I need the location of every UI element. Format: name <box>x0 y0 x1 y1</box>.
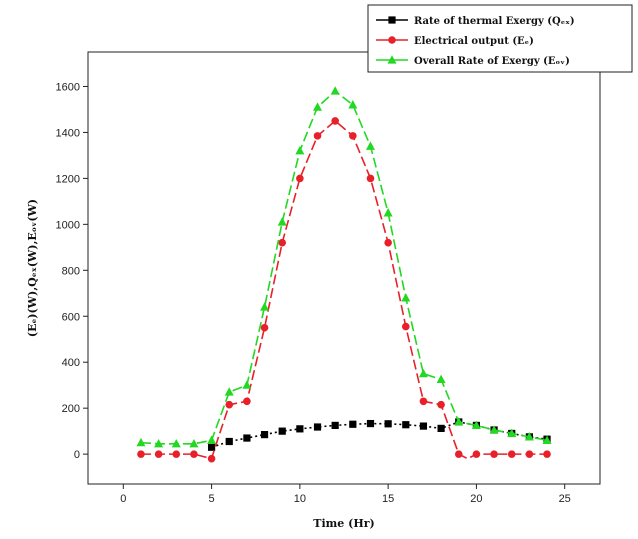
point-overall-exergy-1 <box>154 438 164 448</box>
point-electrical-output-6 <box>225 400 234 409</box>
point-overall-exergy-0 <box>136 437 146 447</box>
point-electrical-output-13 <box>349 132 357 140</box>
point-thermal-exergy-13 <box>437 424 445 432</box>
legend-marker-overall-exergy <box>387 55 397 64</box>
point-overall-exergy-14 <box>383 208 393 217</box>
point-electrical-output-2 <box>172 450 181 458</box>
legend-label-thermal-exergy: Rate of thermal Exergy (Qₑₓ) <box>414 16 575 27</box>
point-thermal-exergy-3 <box>260 430 269 439</box>
series-line-thermal-exergy <box>211 421 548 448</box>
point-thermal-exergy-4 <box>278 427 286 435</box>
point-thermal-exergy-8 <box>349 420 357 428</box>
point-electrical-output-8 <box>260 323 269 332</box>
point-electrical-output-17 <box>419 397 428 406</box>
y-tick-label-0: 0 <box>74 449 80 461</box>
point-overall-exergy-18 <box>454 417 464 426</box>
point-overall-exergy-3 <box>189 438 199 448</box>
point-overall-exergy-10 <box>313 102 323 111</box>
point-thermal-exergy-12 <box>419 422 428 430</box>
point-electrical-output-10 <box>296 174 304 183</box>
series-overall-exergy <box>136 86 552 448</box>
point-electrical-output-0 <box>137 450 145 458</box>
point-electrical-output-18 <box>437 400 445 409</box>
point-overall-exergy-15 <box>401 293 411 302</box>
point-overall-exergy-6 <box>242 380 252 389</box>
x-tick-label-1: 5 <box>209 493 215 505</box>
legend-label-overall-exergy: Overall Rate of Exergy (Eₒᵥ) <box>414 56 570 67</box>
point-thermal-exergy-11 <box>402 421 410 429</box>
legend: Rate of thermal Exergy (Qₑₓ) Electrical o… <box>367 4 633 73</box>
x-tick-label-3: 15 <box>382 493 394 505</box>
series-thermal-exergy <box>207 418 551 451</box>
plot-frame <box>87 51 601 485</box>
point-electrical-output-21 <box>472 450 481 458</box>
point-overall-exergy-13 <box>365 141 375 150</box>
point-thermal-exergy-5 <box>296 425 304 433</box>
point-electrical-output-14 <box>366 174 375 183</box>
y-tick-label-5: 1000 <box>56 219 80 231</box>
point-electrical-output-3 <box>190 450 198 458</box>
point-electrical-output-11 <box>313 132 322 140</box>
point-overall-exergy-20 <box>489 425 499 434</box>
point-thermal-exergy-6 <box>313 423 322 431</box>
point-overall-exergy-4 <box>207 435 217 444</box>
y-tick-label-3: 600 <box>62 311 80 323</box>
point-electrical-output-23 <box>507 450 516 458</box>
point-overall-exergy-8 <box>277 217 287 226</box>
x-tick-label-0: 0 <box>120 493 126 505</box>
point-electrical-output-22 <box>490 450 498 458</box>
y-tick-label-1: 200 <box>62 403 80 415</box>
legend-box <box>367 4 633 73</box>
point-electrical-output-15 <box>384 238 392 247</box>
point-electrical-output-12 <box>331 117 339 125</box>
point-overall-exergy-7 <box>260 302 270 311</box>
point-overall-exergy-22 <box>524 432 534 441</box>
point-electrical-output-4 <box>207 454 216 463</box>
point-electrical-output-19 <box>454 450 463 458</box>
point-electrical-output-25 <box>543 450 551 458</box>
point-overall-exergy-12 <box>348 100 358 109</box>
point-overall-exergy-5 <box>224 387 234 396</box>
legend-label-electrical-output: Electrical output (Eₑ) <box>414 36 534 47</box>
y-tick-label-7: 1400 <box>56 127 80 139</box>
x-axis-title: Time (Hr) <box>313 517 374 530</box>
point-thermal-exergy-2 <box>243 434 251 442</box>
x-tick-label-4: 20 <box>470 493 482 505</box>
point-overall-exergy-21 <box>507 428 517 438</box>
axes: 0 5 10 15 20 25 0 200 400 600 800 1000 1200 1400 1600 <box>56 81 571 505</box>
x-tick-label-2: 10 <box>294 493 306 505</box>
point-overall-exergy-11 <box>330 86 340 95</box>
point-overall-exergy-9 <box>295 146 305 155</box>
point-electrical-output-9 <box>278 238 287 247</box>
point-overall-exergy-19 <box>471 420 481 430</box>
series-layer <box>136 86 552 463</box>
point-overall-exergy-23 <box>542 435 552 444</box>
point-overall-exergy-16 <box>418 368 428 378</box>
point-electrical-output-24 <box>525 450 534 458</box>
y-tick-label-4: 800 <box>62 265 80 277</box>
point-electrical-output-16 <box>401 322 410 331</box>
point-overall-exergy-17 <box>436 374 446 384</box>
point-thermal-exergy-7 <box>331 421 339 430</box>
y-tick-label-6: 1200 <box>56 173 80 185</box>
y-tick-label-2: 400 <box>62 357 80 369</box>
point-electrical-output-7 <box>243 397 251 406</box>
point-thermal-exergy-0 <box>207 443 216 451</box>
y-axis-title: (Eₑ)(W),Qₑₓ(W),Eₒᵥ(W) <box>26 199 39 337</box>
x-tick-label-5: 25 <box>559 493 571 505</box>
point-electrical-output-1 <box>154 450 163 458</box>
point-thermal-exergy-9 <box>366 419 375 428</box>
series-line-electrical-output <box>140 119 548 460</box>
point-thermal-exergy-10 <box>384 420 392 428</box>
series-electrical-output <box>137 117 551 463</box>
legend-marker-thermal-exergy <box>388 16 396 24</box>
legend-marker-electrical-output <box>388 36 396 44</box>
series-line-overall-exergy <box>140 90 548 445</box>
point-overall-exergy-2 <box>171 438 181 448</box>
y-tick-label-8: 1600 <box>56 81 80 93</box>
point-thermal-exergy-1 <box>225 437 233 446</box>
